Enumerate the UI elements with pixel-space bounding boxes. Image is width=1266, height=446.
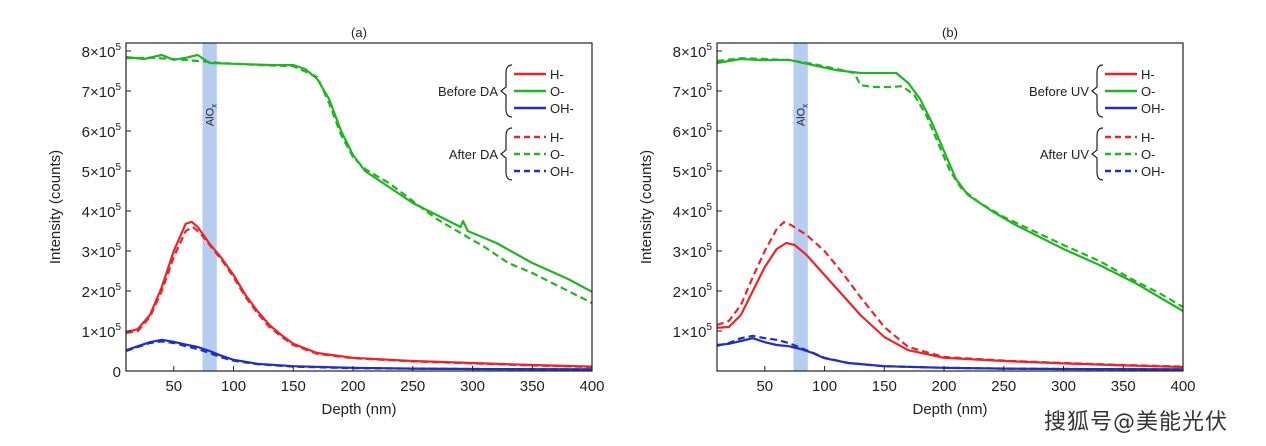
- x-tick-label: 200: [932, 378, 957, 395]
- y-tick-label: 8×105: [673, 42, 713, 61]
- x-tick-label: 100: [812, 378, 837, 395]
- y-tick-label: 3×105: [673, 242, 713, 261]
- legend-entry-label: O-: [1141, 84, 1155, 99]
- y-tick-label: 1×105: [82, 322, 122, 341]
- series-line-o-after-da: [125, 56, 593, 304]
- legend-brace: [1091, 127, 1104, 181]
- legend-entry-label: OH-: [1141, 101, 1165, 116]
- chart-title: (b): [942, 25, 958, 40]
- y-tick-label: 6×105: [673, 122, 713, 141]
- x-tick-label: 200: [341, 378, 366, 395]
- series-line-h-before-uv: [716, 241, 1184, 369]
- legend-entry-label: OH-: [550, 101, 574, 116]
- plot-frame: [125, 42, 593, 372]
- x-tick-label: 400: [1170, 378, 1195, 395]
- legend-brace: [500, 127, 513, 181]
- series-line-o-after-uv: [716, 57, 1184, 308]
- legend-entry-label: H-: [550, 130, 564, 145]
- x-tick-label: 300: [1051, 378, 1076, 395]
- series-line-o-before-da: [125, 53, 593, 293]
- series-line-oh-after-da: [125, 340, 593, 371]
- legend-group-label: Before DA: [438, 84, 498, 99]
- chart-panel-b: AlOx 50 100 150 200 250 300 350 400 1×105 2×105 3×1…: [638, 25, 1196, 418]
- series-line-h-before-da: [125, 220, 593, 368]
- legend-brace: [500, 64, 513, 118]
- chart-panel-a: AlOx 50 100 150 200 250 300 350 400 0 1×105 2×105 3×…: [47, 25, 605, 418]
- legend-entry-label: H-: [1141, 130, 1155, 145]
- y-axis-label: Intensity (counts): [638, 150, 655, 264]
- y-tick-label: 5×105: [82, 162, 122, 181]
- x-tick-label: 350: [520, 378, 545, 395]
- y-tick-label: 2×105: [673, 282, 713, 301]
- x-tick-label: 250: [400, 378, 425, 395]
- alox-band-label: AlOx: [205, 104, 219, 126]
- x-axis-label: Depth (nm): [321, 401, 396, 418]
- y-tick-label: 2×105: [82, 282, 122, 301]
- x-tick-label: 50: [756, 378, 773, 395]
- x-tick-label: 50: [165, 378, 182, 395]
- legend-entry-label: O-: [550, 84, 564, 99]
- y-tick-label: 1×105: [673, 322, 713, 341]
- alox-band: [793, 43, 808, 371]
- x-tick-label: 150: [872, 378, 897, 395]
- legend-group-label: After DA: [449, 147, 498, 162]
- x-tick-label: 400: [579, 378, 604, 395]
- y-tick-label: 7×105: [82, 82, 122, 101]
- y-tick-label: 5×105: [673, 162, 713, 181]
- y-tick-label: 3×105: [82, 242, 122, 261]
- legend-brace: [1091, 64, 1104, 118]
- y-axis-label: Intensity (counts): [47, 150, 64, 264]
- y-tick-label: 6×105: [82, 122, 122, 141]
- x-tick-label: 250: [991, 378, 1016, 395]
- chart-title: (a): [351, 25, 367, 40]
- series-line-oh-before-uv: [716, 337, 1184, 371]
- x-tick-label: 100: [221, 378, 246, 395]
- x-tick-label: 150: [281, 378, 306, 395]
- alox-band-label: AlOx: [796, 104, 810, 126]
- series-line-o-before-uv: [716, 57, 1184, 312]
- alox-band: [202, 43, 217, 371]
- legend-entry-label: OH-: [1141, 164, 1165, 179]
- y-tick-label: 0: [113, 364, 121, 381]
- legend-entry-label: H-: [550, 67, 564, 82]
- legend-entry-label: H-: [1141, 67, 1155, 82]
- watermark: 搜狐号@美能光伏: [1043, 410, 1228, 435]
- y-tick-label: 8×105: [82, 42, 122, 61]
- series-line-oh-before-da: [125, 338, 593, 371]
- legend-entry-label: O-: [550, 147, 564, 162]
- legend-entry-label: OH-: [550, 164, 574, 179]
- y-tick-label: 4×105: [673, 202, 713, 221]
- x-tick-label: 350: [1111, 378, 1136, 395]
- x-tick-label: 300: [460, 378, 485, 395]
- y-tick-label: 7×105: [673, 82, 713, 101]
- legend-group-label: After UV: [1040, 147, 1089, 162]
- legend-entry-label: O-: [1141, 147, 1155, 162]
- plot-frame: [716, 42, 1184, 372]
- legend-group-label: Before UV: [1029, 84, 1089, 99]
- x-axis-label: Depth (nm): [912, 401, 987, 418]
- y-tick-label: 4×105: [82, 202, 122, 221]
